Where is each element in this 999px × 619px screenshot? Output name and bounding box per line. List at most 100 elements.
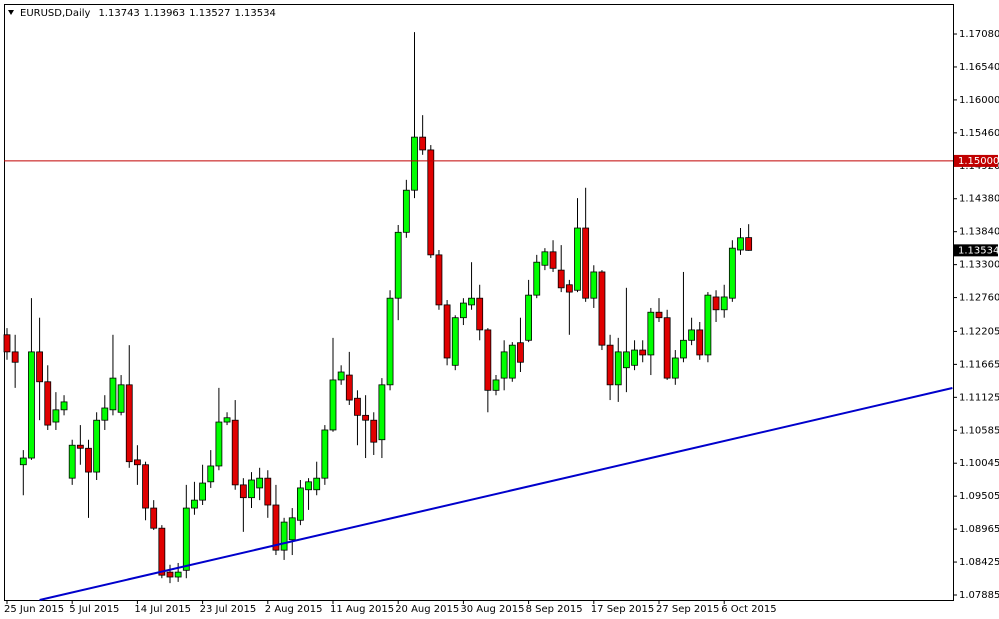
candle-body xyxy=(239,484,247,499)
candle-body xyxy=(150,507,158,529)
candle-body xyxy=(647,311,655,356)
candle-body xyxy=(3,334,11,353)
x-tick-label: 23 Jul 2015 xyxy=(200,604,257,615)
candle-body xyxy=(639,349,647,356)
candle-body xyxy=(476,297,484,331)
candle-body xyxy=(288,517,296,541)
y-tick-label: 1.11125 xyxy=(959,392,999,403)
candle-body xyxy=(688,329,695,341)
x-tick-label: 5 Jul 2015 xyxy=(69,604,119,615)
candle-body xyxy=(337,371,345,381)
candle-body xyxy=(28,351,35,459)
candle-body xyxy=(362,414,370,421)
y-tick-label: 1.07885 xyxy=(959,590,999,601)
candle-body xyxy=(459,302,467,319)
x-tick-label: 2 Aug 2015 xyxy=(265,604,323,615)
x-tick-label: 17 Sep 2015 xyxy=(591,604,654,615)
candle-body xyxy=(321,429,329,479)
candle-body xyxy=(500,351,508,379)
candle-body xyxy=(207,465,215,483)
x-tick-label: 14 Jul 2015 xyxy=(134,604,191,615)
x-tick-label: 8 Sep 2015 xyxy=(526,604,583,615)
candle-body xyxy=(313,477,321,491)
candle-body xyxy=(109,377,117,411)
ohlc-low: 1.13527 xyxy=(189,8,230,19)
price-tag xyxy=(954,244,998,257)
candle-body xyxy=(402,189,410,233)
candle-body xyxy=(468,297,475,306)
candle-body xyxy=(76,444,84,449)
y-tick-label: 1.10045 xyxy=(959,458,999,469)
level-label: 1.15000 xyxy=(958,156,999,167)
y-tick-label: 1.08965 xyxy=(959,524,999,535)
candle-body xyxy=(142,464,149,509)
candle-body xyxy=(329,379,337,431)
candle-body xyxy=(182,507,190,571)
candle-body xyxy=(443,304,451,359)
candle-body xyxy=(492,379,500,391)
candle-body xyxy=(36,351,43,383)
candle-body xyxy=(345,374,353,401)
candle-body xyxy=(68,444,76,479)
candle-body xyxy=(655,311,663,319)
y-tick-label: 1.15460 xyxy=(959,128,999,139)
candle-body xyxy=(671,357,679,379)
candle-body xyxy=(606,344,614,386)
y-tick-label: 1.13840 xyxy=(959,227,999,238)
candle-body xyxy=(394,231,402,299)
y-tick-label: 1.16540 xyxy=(959,62,999,73)
candle-body xyxy=(590,271,598,299)
candle-body xyxy=(631,349,638,366)
candle-body xyxy=(133,459,141,466)
y-tick-label: 1.12760 xyxy=(959,293,999,304)
candle-body xyxy=(680,339,687,359)
candle-body xyxy=(451,317,459,366)
candle-body xyxy=(704,294,712,356)
candle-body xyxy=(101,407,109,421)
candle-body xyxy=(85,447,92,473)
candle-body xyxy=(435,254,443,306)
x-tick-label: 11 Aug 2015 xyxy=(330,604,394,615)
x-tick-label: 20 Aug 2015 xyxy=(395,604,459,615)
candle-body xyxy=(557,269,565,289)
candle-body xyxy=(663,317,671,379)
ohlc-high: 1.13963 xyxy=(144,8,185,19)
candle-body xyxy=(517,342,524,363)
menu-arrow xyxy=(8,10,14,15)
trendline xyxy=(39,387,953,601)
candle-body xyxy=(745,237,753,251)
candle-body xyxy=(158,527,166,576)
candle-body xyxy=(582,227,590,299)
candle-body xyxy=(598,271,606,346)
candle-body xyxy=(411,136,418,191)
candle-body xyxy=(354,397,361,416)
candle-body xyxy=(125,384,133,463)
x-tick-label: 27 Sep 2015 xyxy=(656,604,719,615)
candle-body xyxy=(541,251,549,266)
candle-body xyxy=(614,351,622,386)
candle-body xyxy=(11,351,19,363)
y-tick-label: 1.13300 xyxy=(959,260,999,271)
candle-body xyxy=(231,419,239,486)
header: EURUSD,Daily 1.13743 1.13963 1.13527 1.13534 xyxy=(20,8,276,19)
candle-body xyxy=(272,504,280,551)
ohlc-open: 1.13743 xyxy=(98,8,139,19)
candle-body xyxy=(484,329,492,391)
ohlc-close: 1.13534 xyxy=(235,8,276,19)
candle-body xyxy=(305,481,312,491)
candle-body xyxy=(720,296,728,311)
candle-body xyxy=(256,477,264,489)
candle-body xyxy=(264,477,272,506)
candle-body xyxy=(199,482,207,501)
candle-body xyxy=(419,136,427,151)
y-tick-label: 1.16000 xyxy=(959,95,999,106)
candle-body xyxy=(280,521,288,551)
y-tick-label: 1.12205 xyxy=(959,326,999,337)
y-tick-label: 1.11665 xyxy=(959,359,999,370)
candle-body xyxy=(223,417,231,423)
candle-body xyxy=(215,421,223,467)
candle-body xyxy=(370,419,378,443)
candle-body xyxy=(737,237,744,251)
candle-body xyxy=(52,409,60,423)
